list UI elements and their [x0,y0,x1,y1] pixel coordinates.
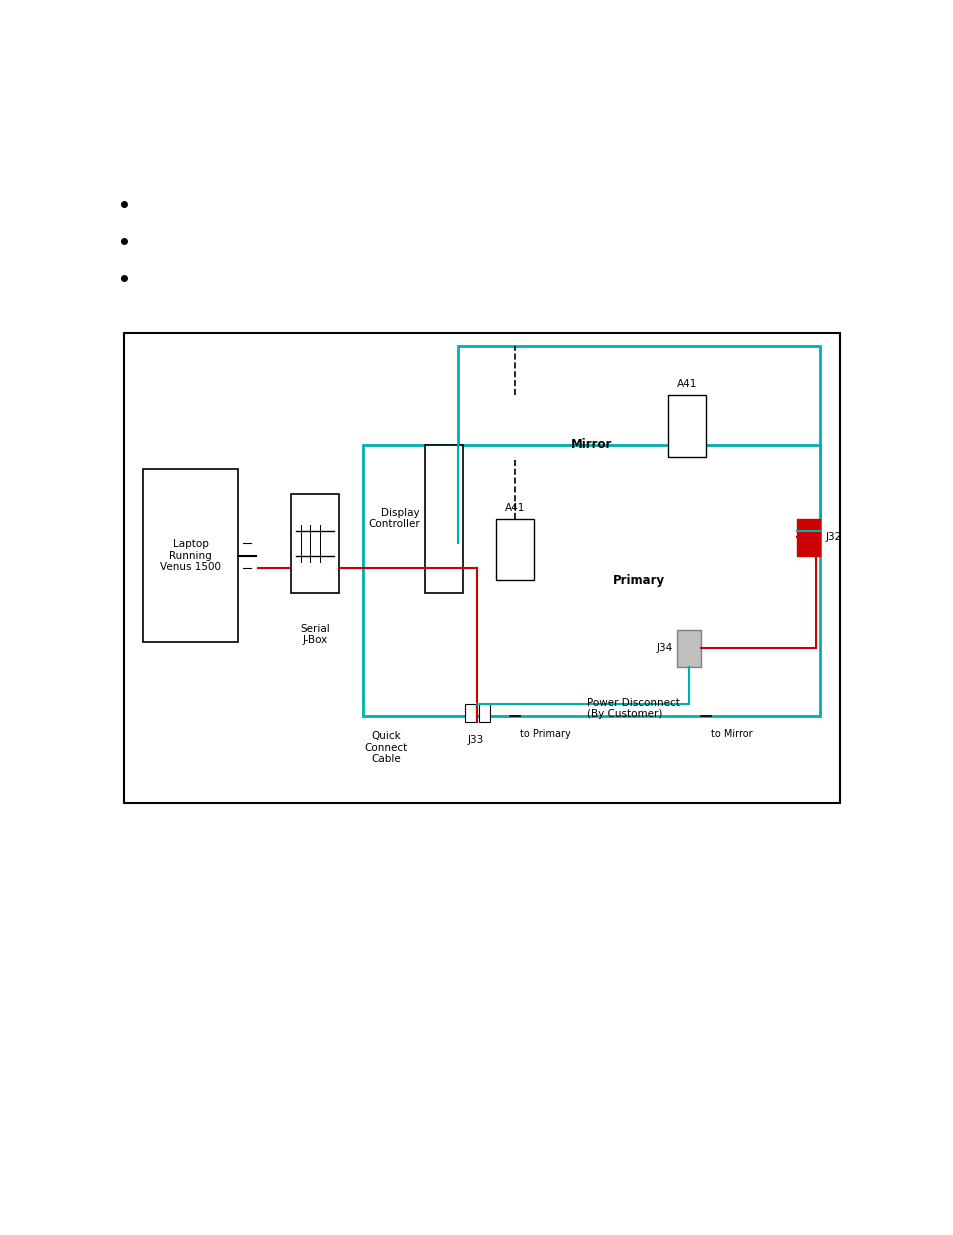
Bar [291,494,338,593]
Bar [496,519,534,580]
Text: J34: J34 [656,643,672,653]
Text: A41: A41 [676,379,697,389]
Bar [457,346,820,543]
Bar [677,630,700,667]
Bar [667,395,705,457]
Text: Serial
J-Box: Serial J-Box [299,624,330,645]
Bar [796,519,820,556]
Text: to Primary: to Primary [519,729,570,739]
Text: A41: A41 [504,503,525,513]
Text: Quick
Connect
Cable: Quick Connect Cable [364,731,408,764]
Text: Laptop
Running
Venus 1500: Laptop Running Venus 1500 [160,540,221,572]
Text: Power Disconnect
(By Customer): Power Disconnect (By Customer) [586,698,679,719]
Text: J32: J32 [824,532,841,542]
Text: Primary: Primary [613,574,664,587]
Bar [362,445,820,716]
Text: Mirror: Mirror [570,438,612,451]
Bar [478,704,490,722]
Bar [464,704,476,722]
Text: to Mirror: to Mirror [710,729,752,739]
Text: Display
Controller: Display Controller [368,508,419,530]
Bar [124,333,839,803]
Text: J33: J33 [467,735,484,745]
Bar [143,469,238,642]
Bar [424,445,462,593]
